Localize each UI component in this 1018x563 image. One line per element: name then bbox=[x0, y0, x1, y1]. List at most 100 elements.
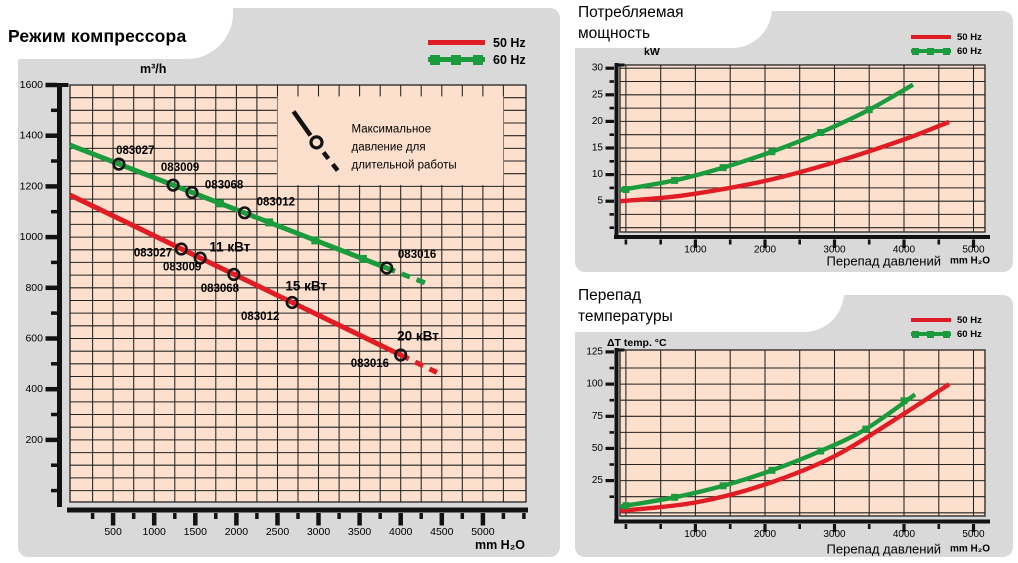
model-label: 083068 bbox=[205, 180, 244, 192]
x-axis-title: Перепад давлений bbox=[827, 542, 941, 557]
annotation-text: Максимальное bbox=[352, 123, 432, 135]
y-tick-label: 1200 bbox=[20, 180, 44, 192]
y-tick-label: 800 bbox=[25, 282, 43, 294]
y-tick-label: 50 bbox=[592, 443, 604, 454]
x-tick-label: 3000 bbox=[823, 245, 846, 256]
grid-lines bbox=[620, 65, 985, 232]
x-axis-unit-label: mm H₂O bbox=[950, 544, 990, 555]
circle-marker-60hz bbox=[238, 206, 252, 220]
square-marker-60hz bbox=[358, 254, 367, 263]
power-label: 20 кВт bbox=[397, 329, 439, 344]
x-axis-title: Перепад давлений bbox=[827, 254, 941, 269]
title-notch-power-consumption bbox=[566, 0, 772, 48]
y-tick-label: 125 bbox=[586, 346, 603, 357]
title-notch-compressor-mode bbox=[0, 0, 233, 59]
legend-item-60hz: 60 Hz bbox=[911, 327, 982, 341]
x-tick-label: 4500 bbox=[430, 526, 454, 538]
x-tick-label: 500 bbox=[104, 526, 122, 538]
x-tick-label: 3500 bbox=[348, 526, 372, 538]
legend-swatch-50hz bbox=[428, 40, 485, 45]
legend-label-50hz: 50 Hz bbox=[957, 31, 982, 43]
legend-swatch-60hz bbox=[911, 330, 951, 338]
grid-lines bbox=[620, 350, 985, 516]
square-marker-60hz bbox=[862, 425, 870, 433]
x-tick-label: 2000 bbox=[754, 529, 777, 540]
x-axis-unit-label: mm H₂O bbox=[950, 256, 990, 267]
series-line-50hz bbox=[619, 382, 951, 514]
max-pressure-icon bbox=[291, 110, 313, 137]
chart-compressor-mode: Максимальное давление для длительной работ… bbox=[20, 62, 528, 552]
x-tick-label: 5000 bbox=[962, 529, 985, 540]
x-tick-label: 4000 bbox=[893, 245, 916, 256]
circle-marker-60hz bbox=[185, 185, 199, 200]
legend-label-50hz: 50 Hz bbox=[957, 314, 982, 326]
y-tick-label: 10 bbox=[592, 169, 604, 180]
x-tick-label: 1000 bbox=[684, 245, 707, 256]
y-tick-label: 25 bbox=[592, 89, 604, 100]
circle-marker-60hz bbox=[112, 157, 126, 171]
annotation-box bbox=[277, 96, 504, 186]
legend-label-50hz: 50 Hz bbox=[493, 35, 526, 50]
y-tick-label: 20 bbox=[592, 116, 604, 127]
y-tick-label: 1000 bbox=[20, 231, 44, 243]
square-marker-60hz bbox=[900, 397, 908, 405]
series-dashed-extension-60hz bbox=[385, 265, 427, 286]
legend-swatch-50hz bbox=[911, 35, 951, 39]
square-marker-60hz bbox=[622, 186, 630, 193]
x-tick-label: 1500 bbox=[184, 526, 208, 538]
square-marker-60hz bbox=[865, 106, 873, 114]
model-label: 083027 bbox=[134, 248, 172, 260]
circle-marker-50hz bbox=[193, 251, 207, 265]
y-axis-unit-label: ΔT temp. °C bbox=[607, 337, 667, 349]
legend-label-60hz: 60 Hz bbox=[957, 45, 982, 57]
x-tick-label: 5000 bbox=[471, 526, 495, 538]
legend-label-60hz: 60 Hz bbox=[957, 328, 982, 340]
circle-marker-60hz bbox=[166, 178, 180, 192]
y-axis-unit-label: kW bbox=[644, 46, 660, 58]
max-pressure-annotation: Максимальное давление для длительной работ… bbox=[277, 96, 504, 186]
x-tick-label: 3000 bbox=[307, 526, 331, 538]
circle-marker-50hz bbox=[174, 242, 188, 256]
y-tick-label: 75 bbox=[592, 411, 604, 422]
series-dashed-extension-50hz bbox=[399, 352, 438, 375]
axes bbox=[605, 63, 990, 248]
model-label: 083009 bbox=[163, 262, 201, 274]
plot-area bbox=[619, 349, 986, 517]
legend-compressor-mode: 50 Hz 60 Hz bbox=[428, 34, 526, 68]
legend-swatch-50hz bbox=[911, 318, 951, 322]
legend-label-60hz: 60 Hz bbox=[493, 52, 526, 67]
power-label: 11 кВт bbox=[209, 240, 250, 255]
square-marker-60hz bbox=[671, 176, 679, 184]
x-tick-label: 2500 bbox=[266, 526, 290, 538]
chart-temperature-differential: 25 50 75 100 125 1000 2000 3000 4000 5000 ΔT temp.… bbox=[586, 337, 990, 557]
x-tick-label: 5000 bbox=[962, 245, 985, 256]
legend-power-consumption: 50 Hz 60 Hz bbox=[911, 30, 982, 58]
model-label: 083027 bbox=[116, 145, 154, 157]
x-tick-label: 2000 bbox=[225, 526, 249, 538]
square-marker-60hz bbox=[817, 129, 825, 136]
y-tick-label: 25 bbox=[592, 475, 604, 486]
legend-swatch-60hz bbox=[911, 47, 951, 55]
y-tick-label: 1400 bbox=[20, 130, 44, 142]
legend-item-60hz: 60 Hz bbox=[428, 51, 526, 68]
y-tick-label: 5 bbox=[597, 196, 603, 207]
x-tick-label: 1000 bbox=[684, 529, 707, 540]
square-marker-60hz bbox=[817, 447, 825, 455]
square-marker-60hz bbox=[768, 148, 776, 156]
circle-marker-50hz bbox=[227, 267, 241, 282]
axes bbox=[605, 348, 990, 532]
x-axis-unit-label: mm H₂O bbox=[475, 538, 525, 552]
circle-marker-50hz bbox=[285, 295, 299, 310]
y-tick-label: 200 bbox=[25, 434, 43, 446]
axes bbox=[45, 82, 528, 526]
square-marker-60hz bbox=[622, 502, 630, 510]
square-marker-60hz bbox=[671, 493, 679, 501]
legend-swatch-60hz bbox=[428, 54, 485, 65]
dashed-line-icon bbox=[321, 151, 344, 177]
square-marker-60hz bbox=[215, 199, 224, 208]
square-marker-60hz bbox=[719, 164, 727, 172]
circle-marker-60hz bbox=[380, 261, 394, 275]
model-label: 083016 bbox=[398, 249, 436, 261]
square-marker-60hz bbox=[719, 482, 727, 490]
y-tick-label: 30 bbox=[592, 63, 604, 74]
